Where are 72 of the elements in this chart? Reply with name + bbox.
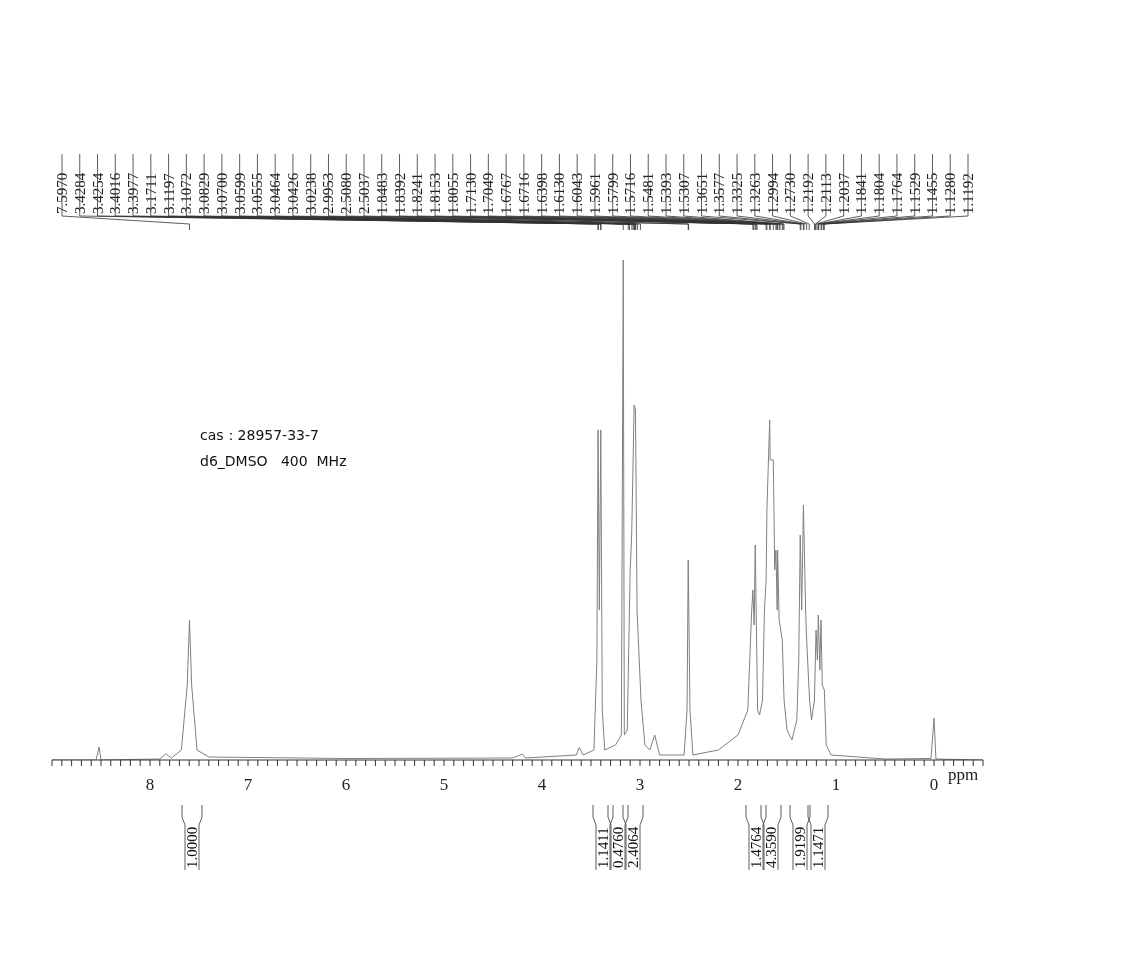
text: 3.0238 <box>302 172 319 214</box>
text: 1.7130 <box>462 172 479 214</box>
text: 1.3577 <box>711 172 728 214</box>
text: 1.1804 <box>871 172 888 214</box>
text: 1.1764 <box>888 172 905 214</box>
text: 1.2192 <box>800 172 817 214</box>
text: 1.5716 <box>622 172 639 214</box>
text: 1.1192 <box>960 173 976 214</box>
text: 1.1411 <box>595 827 611 868</box>
text: 3.1072 <box>178 172 195 214</box>
text: 3.1197 <box>160 172 177 214</box>
text: 1.8241 <box>409 172 426 214</box>
text: 2.4064 <box>625 826 641 868</box>
text: 1.3263 <box>746 172 763 214</box>
text: 2.5037 <box>356 172 372 214</box>
text: 1.6767 <box>498 172 515 214</box>
text: 1.6398 <box>533 172 550 214</box>
text: 3.0464 <box>267 172 284 214</box>
annotation: d6_DMSO 400 MHz <box>200 453 347 469</box>
text: 1.2113 <box>817 173 834 214</box>
text: 3.4254 <box>89 172 106 214</box>
text: 2.5080 <box>338 172 355 214</box>
text: 1.1280 <box>942 172 959 214</box>
text: 1.1455 <box>924 172 941 214</box>
text: 1.8392 <box>391 172 408 214</box>
x-tick-label: 3 <box>635 775 645 794</box>
text: 1.1841 <box>853 172 870 214</box>
text: 1.2994 <box>764 172 781 214</box>
text: 1.9199 <box>792 826 808 868</box>
text: 1.5799 <box>604 172 621 214</box>
text: 3.3977 <box>125 172 142 214</box>
annotation: cas：28957-33-7 <box>200 427 319 443</box>
x-tick-label: 1 <box>831 775 841 794</box>
text: 7.5970 <box>54 172 70 214</box>
text: 3.0555 <box>249 172 266 214</box>
text: 1.3651 <box>693 172 710 214</box>
text: 1.5481 <box>640 172 657 214</box>
x-tick-label: 6 <box>341 775 351 794</box>
text: 3.1711 <box>142 173 159 214</box>
text: 3.0426 <box>284 172 301 214</box>
text: 1.6130 <box>551 172 568 214</box>
text: 1.2037 <box>835 172 852 214</box>
x-tick-label: 2 <box>733 775 743 794</box>
text: 4.3590 <box>763 826 779 868</box>
text: 1.5307 <box>675 172 692 214</box>
text: 1.0000 <box>184 826 200 868</box>
text: 3.4284 <box>71 172 88 214</box>
text: 1.1471 <box>810 826 826 868</box>
text: 1.4764 <box>748 826 764 868</box>
x-tick-label: 4 <box>537 775 547 794</box>
x-tick-label: 0 <box>929 775 939 794</box>
text: 3.4016 <box>107 172 124 214</box>
text: 1.3325 <box>729 172 746 214</box>
text: 3.0829 <box>196 172 213 214</box>
x-tick-label: 5 <box>439 775 449 794</box>
text: 1.8153 <box>427 172 444 214</box>
text: 0.4760 <box>610 826 626 868</box>
text: 1.5393 <box>658 172 674 214</box>
text: 1.5961 <box>586 172 603 214</box>
text: 1.6716 <box>515 172 532 214</box>
text: 1.1529 <box>906 172 923 214</box>
x-tick-label: 8 <box>145 775 155 794</box>
text: 3.0700 <box>213 172 230 214</box>
text: 1.2730 <box>782 172 799 214</box>
text: 2.9953 <box>320 172 337 214</box>
text: 3.0599 <box>231 172 248 214</box>
x-axis-title: ppm <box>948 765 979 784</box>
text: 1.6043 <box>569 172 586 214</box>
text: 1.7049 <box>480 172 497 214</box>
text: 1.8483 <box>373 172 390 214</box>
x-tick-label: 7 <box>243 775 253 794</box>
text: 1.8055 <box>444 172 461 214</box>
